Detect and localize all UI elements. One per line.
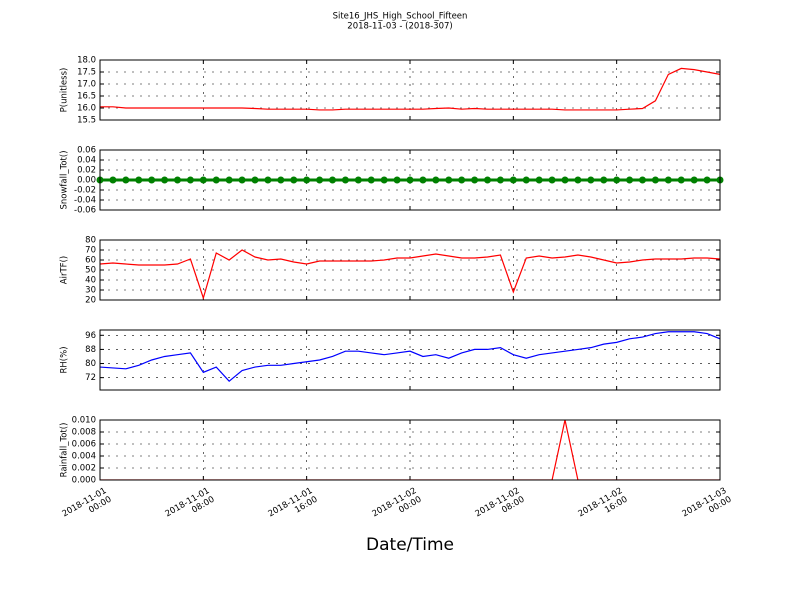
data-point (264, 176, 272, 184)
data-point (626, 176, 634, 184)
y-tick-label: 20 (85, 296, 96, 306)
data-point (496, 176, 504, 184)
data-point (199, 176, 207, 184)
data-point (367, 176, 375, 184)
data-point (522, 176, 530, 184)
y-tick-label: 60 (85, 256, 96, 266)
data-point (613, 176, 621, 184)
data-point (406, 176, 414, 184)
data-point (574, 176, 582, 184)
y-tick-label: 17.5 (77, 68, 96, 78)
data-line (100, 249, 720, 300)
y-tick-label: 40 (85, 276, 96, 286)
chart-title: Site16_JHS_High_School_Fifteen (333, 12, 468, 22)
y-tick-label: 16.5 (77, 92, 96, 102)
plot-frame (99, 329, 721, 391)
data-point (548, 176, 556, 184)
data-point (600, 176, 608, 184)
y-tick-label: -0.02 (74, 186, 96, 196)
data-point (354, 176, 362, 184)
data-point (677, 176, 685, 184)
y-tick-label: 72 (85, 373, 96, 383)
data-point (561, 176, 569, 184)
data-point (316, 176, 324, 184)
y-tick-label: 0.006 (72, 440, 96, 450)
data-point (445, 176, 453, 184)
data-point (341, 176, 349, 184)
y-tick-label: 0.004 (72, 452, 96, 462)
plot-frame (99, 239, 721, 301)
y-tick-label: -0.04 (74, 196, 96, 206)
data-point (277, 176, 285, 184)
y-tick-label: -0.06 (74, 206, 96, 216)
data-point (303, 176, 311, 184)
y-axis-label: Snowfall_Tot() (60, 150, 70, 209)
y-tick-label: 17.0 (77, 80, 96, 90)
x-axis-label: Date/Time (366, 535, 454, 555)
data-point (509, 176, 517, 184)
data-point (458, 176, 466, 184)
y-tick-label: 50 (85, 266, 96, 276)
data-point (651, 176, 659, 184)
y-tick-label: 0.000 (72, 476, 96, 486)
data-point (639, 176, 646, 184)
data-point (148, 176, 156, 184)
data-point (109, 176, 117, 184)
data-point (703, 176, 711, 184)
data-point (122, 176, 130, 184)
y-tick-label: 30 (85, 286, 96, 296)
data-point (329, 176, 336, 184)
data-point (664, 176, 672, 184)
y-tick-label: 0.00 (77, 176, 96, 186)
y-tick-label: 80 (85, 359, 96, 369)
data-point (419, 176, 427, 184)
y-tick-label: 0.008 (72, 428, 96, 438)
data-line (100, 331, 720, 383)
y-tick-label: 96 (85, 331, 96, 341)
data-point (290, 176, 298, 184)
y-tick-label: 18.0 (77, 56, 96, 66)
y-tick-label: 15.5 (77, 116, 96, 126)
data-point (238, 176, 246, 184)
data-point (587, 176, 595, 184)
y-tick-label: 70 (85, 246, 96, 256)
chart-subtitle: 2018-11-03 - (2018-307) (347, 22, 452, 32)
data-point (225, 176, 233, 184)
y-tick-label: 80 (85, 236, 96, 246)
y-tick-label: 0.06 (77, 146, 96, 156)
data-point (432, 176, 440, 184)
data-point (690, 176, 698, 184)
data-point (161, 176, 169, 184)
data-point (393, 176, 401, 184)
data-point (484, 176, 491, 184)
data-point (251, 176, 259, 184)
plot-frame (99, 419, 721, 481)
y-axis-label: AirTF() (60, 256, 70, 284)
plot-frame (99, 149, 721, 211)
data-point (380, 176, 388, 184)
y-tick-label: 0.010 (72, 416, 96, 426)
y-axis-label: Rainfall_Tot() (60, 423, 70, 478)
data-line (100, 67, 720, 111)
y-tick-label: 0.04 (77, 156, 96, 166)
data-point (135, 176, 143, 184)
y-axis-label: RH(%) (60, 346, 70, 373)
y-tick-label: 0.02 (77, 166, 96, 176)
plot-frame (99, 59, 721, 121)
y-axis-label: P(unitless) (60, 68, 70, 113)
y-tick-label: 0.002 (72, 464, 96, 474)
data-point (174, 176, 181, 184)
y-tick-label: 88 (85, 345, 96, 355)
data-point (212, 176, 220, 184)
data-point (535, 176, 543, 184)
y-tick-label: 16.0 (77, 104, 96, 114)
data-point (186, 176, 194, 184)
data-point (471, 176, 479, 184)
